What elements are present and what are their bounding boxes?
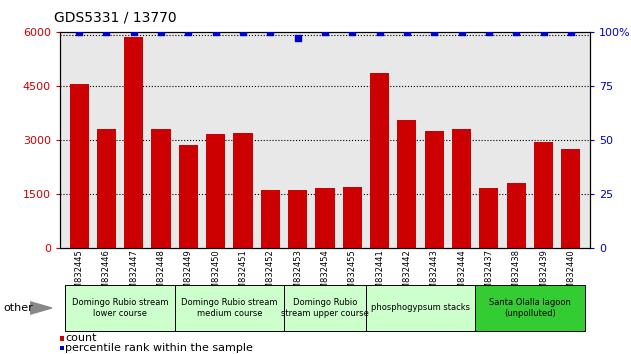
Point: [211, 29, 221, 35]
Point: [511, 29, 521, 35]
Point: [265, 29, 275, 35]
Bar: [316, 188, 334, 248]
Point: [74, 29, 84, 35]
Point: [184, 29, 194, 35]
Point: [238, 29, 248, 35]
Polygon shape: [30, 302, 52, 314]
Bar: [69, 84, 88, 248]
Point: [566, 29, 576, 35]
Point: [347, 29, 357, 35]
Bar: [151, 129, 170, 248]
Bar: [480, 188, 498, 248]
Text: GDS5331 / 13770: GDS5331 / 13770: [54, 11, 176, 25]
Bar: [206, 135, 225, 248]
Bar: [97, 129, 116, 248]
Point: [538, 29, 548, 35]
Bar: [562, 149, 581, 248]
Point: [320, 29, 330, 35]
Text: Domingo Rubio
stream upper course: Domingo Rubio stream upper course: [281, 298, 369, 318]
Bar: [534, 142, 553, 248]
Point: [402, 29, 412, 35]
Bar: [507, 183, 526, 248]
Bar: [179, 145, 198, 248]
Point: [129, 29, 139, 35]
Bar: [398, 120, 416, 248]
Text: phosphogypsum stacks: phosphogypsum stacks: [371, 303, 470, 313]
Text: percentile rank within the sample: percentile rank within the sample: [65, 343, 253, 353]
Point: [102, 29, 112, 35]
Point: [484, 29, 494, 35]
Bar: [288, 190, 307, 248]
Bar: [261, 190, 280, 248]
Text: Domingo Rubio stream
medium course: Domingo Rubio stream medium course: [181, 298, 278, 318]
Text: count: count: [65, 333, 97, 343]
Bar: [233, 133, 252, 248]
Point: [429, 29, 439, 35]
Bar: [343, 187, 362, 248]
Point: [156, 29, 166, 35]
Bar: [452, 129, 471, 248]
Text: Santa Olalla lagoon
(unpolluted): Santa Olalla lagoon (unpolluted): [489, 298, 571, 318]
Point: [456, 29, 466, 35]
Bar: [124, 37, 143, 248]
Text: other: other: [3, 303, 33, 313]
Bar: [425, 131, 444, 248]
Bar: [370, 73, 389, 248]
Point: [293, 35, 303, 41]
Text: Domingo Rubio stream
lower course: Domingo Rubio stream lower course: [72, 298, 168, 318]
Point: [375, 29, 385, 35]
